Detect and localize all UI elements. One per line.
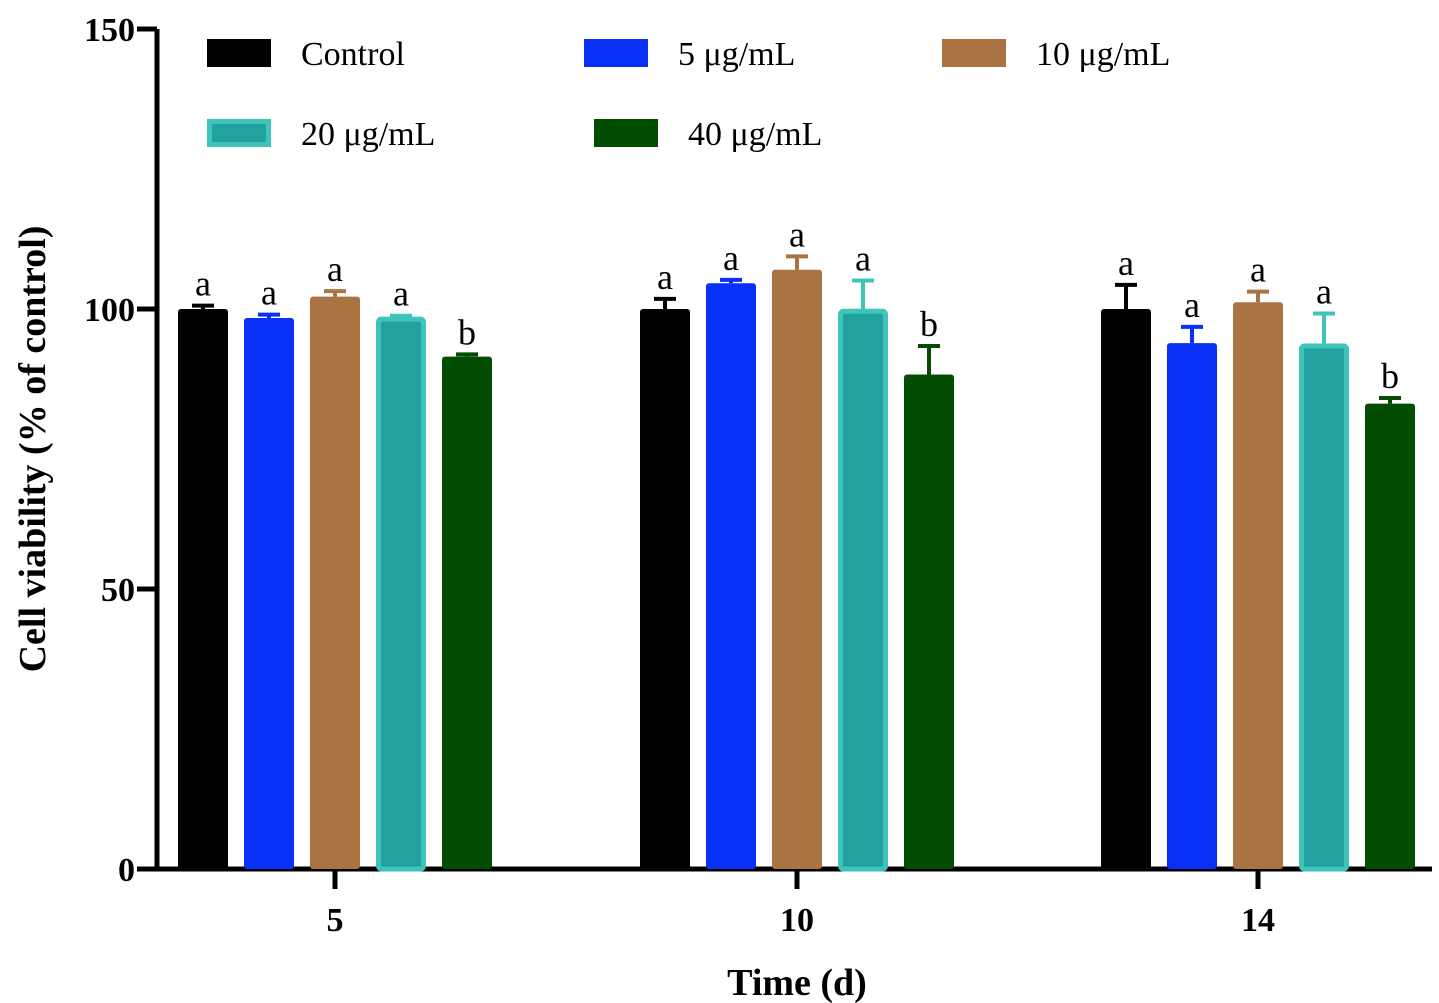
bar bbox=[772, 269, 822, 869]
significance-label: a bbox=[1316, 271, 1332, 311]
bar bbox=[706, 283, 756, 869]
bar bbox=[640, 309, 690, 869]
legend-swatch bbox=[207, 39, 271, 67]
significance-label: a bbox=[789, 214, 805, 254]
legend-swatch bbox=[584, 39, 648, 67]
significance-label: a bbox=[1118, 243, 1134, 283]
significance-label: a bbox=[855, 238, 871, 278]
bar bbox=[838, 308, 888, 872]
legend-label: 20 μg/mL bbox=[301, 116, 435, 153]
legend-label: 10 μg/mL bbox=[1036, 36, 1170, 73]
significance-label: b bbox=[1381, 356, 1399, 396]
significance-label: b bbox=[920, 304, 938, 344]
y-tick-label: 150 bbox=[84, 12, 135, 49]
axes: 0 50 100 150 5 10 14 bbox=[84, 12, 1432, 939]
legend-swatch bbox=[942, 39, 1006, 67]
bar bbox=[904, 374, 954, 869]
legend-swatch bbox=[594, 119, 658, 147]
bar bbox=[376, 316, 426, 872]
significance-label: a bbox=[195, 264, 211, 304]
y-tick-label: 100 bbox=[84, 292, 135, 329]
bars: a a a a b a a a a b a a a a b bbox=[178, 214, 1415, 872]
significance-label: a bbox=[393, 274, 409, 314]
x-tick-label: 10 bbox=[780, 902, 814, 939]
y-axis-title: Cell viability (% of control) bbox=[12, 226, 54, 673]
legend-label: Control bbox=[301, 36, 405, 73]
x-axis-title: Time (d) bbox=[727, 962, 867, 1003]
legend-label: 5 μg/mL bbox=[678, 36, 795, 73]
x-tick-label: 5 bbox=[327, 902, 344, 939]
y-tick-label: 0 bbox=[118, 852, 135, 889]
significance-label: a bbox=[1184, 285, 1200, 325]
bar bbox=[244, 317, 294, 870]
x-tick-label: 14 bbox=[1241, 902, 1275, 939]
bar bbox=[442, 356, 492, 870]
bar bbox=[1299, 343, 1349, 872]
bar bbox=[1233, 302, 1283, 869]
significance-label: a bbox=[723, 238, 739, 278]
significance-label: a bbox=[1250, 250, 1266, 290]
bar bbox=[310, 296, 360, 869]
legend-swatch bbox=[207, 119, 271, 147]
bar bbox=[178, 309, 228, 869]
bar bbox=[1365, 403, 1415, 869]
legend: Control 5 μg/mL 10 μg/mL 20 μg/mL 40 μg/mL bbox=[207, 36, 1170, 153]
significance-label: a bbox=[327, 249, 343, 289]
legend-label: 40 μg/mL bbox=[688, 116, 822, 153]
significance-label: a bbox=[657, 257, 673, 297]
significance-label: b bbox=[458, 312, 476, 352]
bar bbox=[1167, 343, 1217, 869]
y-tick-label: 50 bbox=[101, 572, 135, 609]
significance-label: a bbox=[261, 273, 277, 313]
bar bbox=[1101, 309, 1151, 869]
